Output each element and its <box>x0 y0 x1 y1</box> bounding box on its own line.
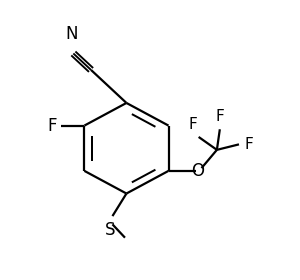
Text: F: F <box>215 109 224 124</box>
Text: O: O <box>191 162 205 180</box>
Text: F: F <box>244 137 253 152</box>
Text: S: S <box>105 221 116 239</box>
Text: F: F <box>189 117 198 132</box>
Text: N: N <box>65 25 77 43</box>
Text: F: F <box>47 116 57 135</box>
